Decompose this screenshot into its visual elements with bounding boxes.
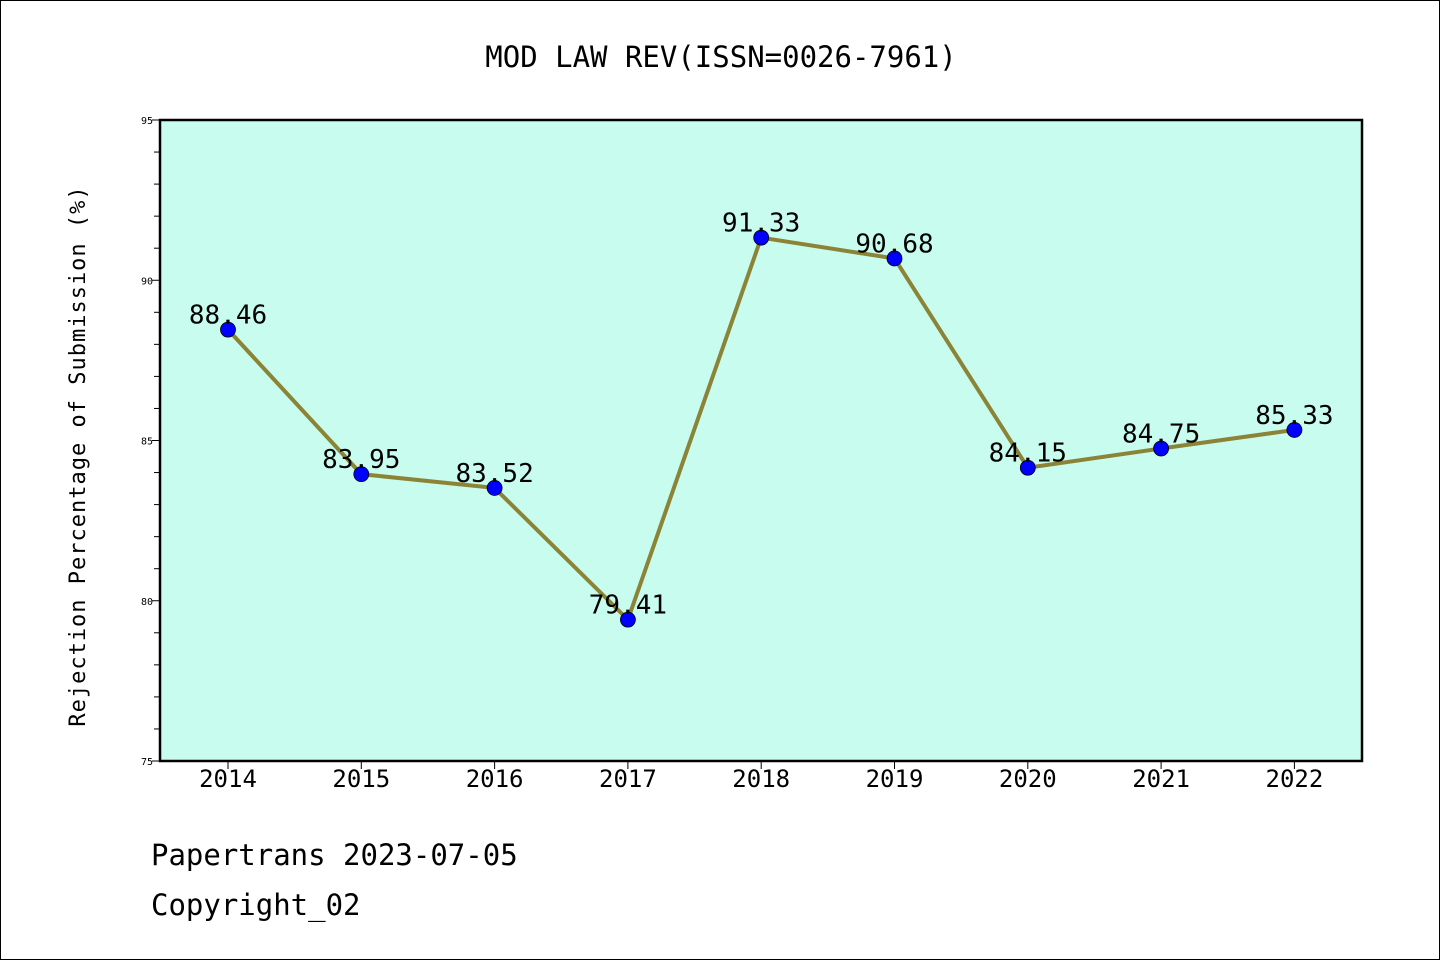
x-tick-label: 2019 [866, 765, 924, 793]
x-tick-label: 2017 [599, 765, 657, 793]
data-point [1019, 459, 1036, 476]
y-tick-label: 85 [141, 437, 153, 448]
y-tick-label: 75 [141, 757, 153, 768]
data-label: 83.95 [322, 445, 400, 475]
x-tick-label: 2016 [466, 765, 524, 793]
data-label: 84.15 [989, 439, 1067, 469]
y-tick-label: 90 [141, 276, 153, 287]
data-label: 90.68 [855, 229, 933, 259]
footer-copyright: Copyright_02 [151, 888, 361, 923]
x-tick-label: 2022 [1266, 765, 1324, 793]
plot-frame [158, 118, 1364, 763]
data-label: 83.52 [455, 459, 533, 489]
data-point [753, 229, 770, 246]
x-tick-label: 2018 [732, 765, 790, 793]
plot-area [160, 120, 1362, 761]
data-point [1153, 440, 1169, 457]
data-point [486, 480, 503, 496]
data-label: 79.41 [589, 591, 667, 621]
footer-date: Papertrans 2023-07-05 [151, 838, 518, 872]
data-point [1286, 422, 1303, 438]
data-point [620, 611, 636, 628]
y-axis-label: Rejection Percentage of Submission (%) [66, 185, 91, 726]
x-tick-label: 2014 [199, 765, 257, 793]
data-point [220, 321, 236, 338]
data-label: 84.75 [1122, 420, 1200, 450]
y-tick-label: 95 [141, 116, 153, 127]
data-point [353, 466, 370, 483]
y-tick-label: 80 [141, 597, 153, 608]
chart-title: MOD LAW REV(ISSN=0026-7961) [485, 40, 956, 74]
x-tick-label: 2020 [999, 765, 1057, 793]
axis-ticks: 75 80 85 90 95 2014 2015 2016 2017 2018 2019 2020 20… [141, 116, 1323, 793]
data-point [886, 250, 903, 267]
data-label: 85.33 [1255, 401, 1333, 431]
data-label: 88.46 [189, 301, 267, 331]
x-tick-label: 2015 [332, 765, 390, 793]
data-label: 91.33 [722, 209, 800, 239]
x-tick-label: 2021 [1132, 765, 1190, 793]
series: 88.46 83.95 83.52 79.41 91.33 90.68 84.15 84.75… [189, 209, 1334, 628]
